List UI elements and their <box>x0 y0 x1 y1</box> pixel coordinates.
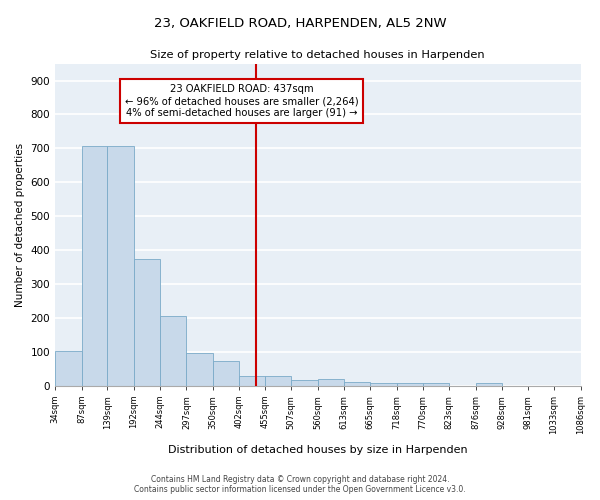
Y-axis label: Number of detached properties: Number of detached properties <box>15 142 25 306</box>
Bar <box>55 351 82 386</box>
Bar <box>213 361 239 386</box>
Bar <box>82 146 107 386</box>
Bar <box>344 382 370 386</box>
Text: Contains HM Land Registry data © Crown copyright and database right 2024.
Contai: Contains HM Land Registry data © Crown c… <box>134 474 466 494</box>
X-axis label: Distribution of detached houses by size in Harpenden: Distribution of detached houses by size … <box>168 445 467 455</box>
Text: 23 OAKFIELD ROAD: 437sqm
← 96% of detached houses are smaller (2,264)
4% of semi: 23 OAKFIELD ROAD: 437sqm ← 96% of detach… <box>125 84 358 117</box>
Bar <box>370 383 397 386</box>
Bar <box>107 146 134 386</box>
Bar <box>239 376 265 386</box>
Bar <box>134 259 160 386</box>
Bar <box>476 383 502 386</box>
Bar <box>187 353 213 386</box>
Bar <box>422 382 449 386</box>
Title: Size of property relative to detached houses in Harpenden: Size of property relative to detached ho… <box>151 50 485 60</box>
Bar <box>318 379 344 386</box>
Bar <box>397 382 422 386</box>
Bar <box>265 376 291 386</box>
Bar <box>291 380 318 386</box>
Text: 23, OAKFIELD ROAD, HARPENDEN, AL5 2NW: 23, OAKFIELD ROAD, HARPENDEN, AL5 2NW <box>154 18 446 30</box>
Bar <box>160 316 187 386</box>
